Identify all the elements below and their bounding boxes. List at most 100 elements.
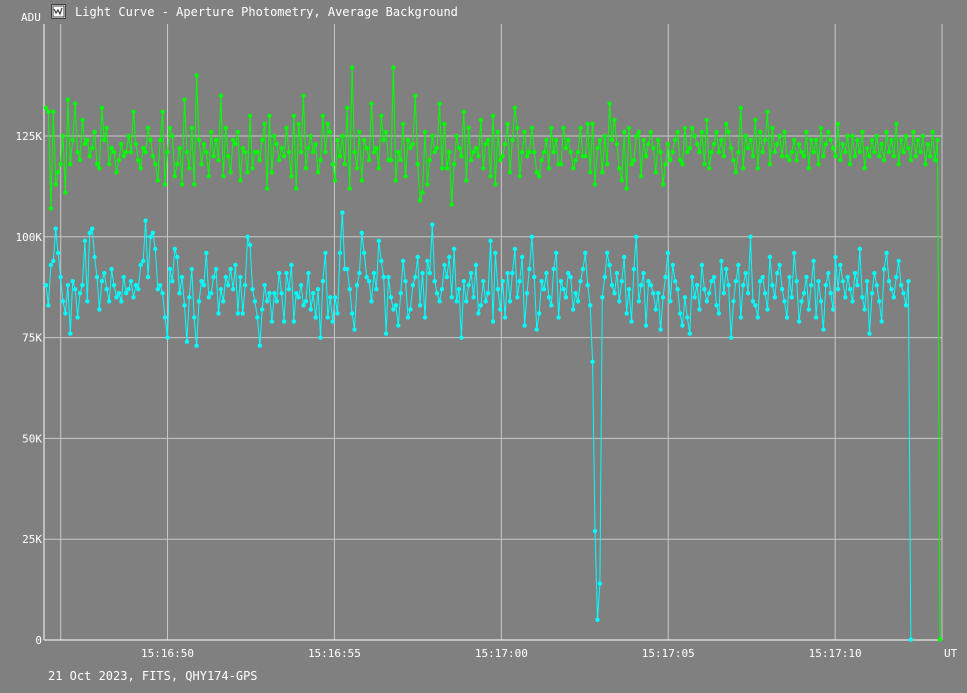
series-2-point (252, 299, 258, 304)
series-2-point (702, 287, 707, 292)
series-1-point (724, 121, 729, 127)
series-1-point (437, 101, 442, 106)
series-2-point (838, 262, 843, 268)
series-2-point (898, 283, 904, 288)
series-2-point (60, 299, 66, 304)
series-2-point (889, 287, 894, 292)
series-2-point (444, 274, 449, 280)
series-2-point (527, 266, 532, 272)
series-1-point (133, 141, 139, 147)
series-1-point (510, 137, 515, 143)
series-1-point (925, 141, 931, 147)
series-1-point (393, 178, 398, 183)
series-1-point (828, 137, 833, 143)
series-2-point (578, 279, 583, 284)
series-2-point (187, 295, 192, 300)
series-1-point (371, 149, 377, 155)
series-1-point (758, 129, 763, 135)
series-2-point (291, 319, 296, 324)
series-1-point (476, 154, 481, 159)
series-1-point (731, 158, 736, 163)
series-2-point (153, 246, 158, 252)
series-2-point (400, 258, 406, 264)
series-1-point (673, 137, 678, 143)
series-1-point (233, 141, 238, 147)
series-2-point (634, 234, 639, 239)
series-1-point (597, 137, 603, 143)
series-1-point (583, 154, 588, 159)
series-1-point (670, 149, 675, 155)
series-1-point (789, 149, 794, 155)
series-1-point (546, 166, 552, 171)
series-2-point (707, 291, 712, 296)
series-2-point (434, 291, 440, 296)
series-2-point (114, 295, 119, 300)
series-1-point (753, 117, 758, 123)
series-1-point (427, 158, 432, 163)
series-2-point (656, 291, 661, 296)
series-2-point (196, 299, 202, 304)
series-2-point (826, 270, 831, 276)
series-2-point (369, 299, 374, 304)
series-2-point (456, 287, 462, 292)
series-2-point (111, 283, 117, 288)
series-2-point (490, 319, 496, 324)
series-1-point (99, 105, 105, 111)
series-2-point (223, 274, 228, 280)
y-tick-label: 100K (16, 231, 43, 244)
series-2-point (349, 311, 355, 316)
series-2-point (352, 327, 357, 332)
series-1-point (502, 141, 508, 147)
series-2-point (641, 270, 646, 276)
series-2-point (801, 291, 807, 296)
series-2-point (274, 299, 279, 304)
series-2-point (600, 295, 605, 300)
series-1-point (90, 145, 95, 151)
y-axis-label: ADU (21, 11, 41, 24)
series-1-point (230, 137, 236, 143)
series-1-point (762, 137, 768, 143)
series-2-point (46, 303, 51, 308)
window-titlebar: Light Curve - Aperture Photometry, Avera… (0, 0, 967, 24)
series-1-point (558, 162, 564, 167)
series-1-point (602, 133, 607, 139)
series-2-point (311, 291, 316, 296)
series-2-point (415, 254, 420, 260)
series-2-point (830, 307, 836, 312)
series-2-point (371, 270, 377, 276)
series-2-point (614, 270, 620, 276)
series-2-point (828, 291, 833, 296)
series-2-point (243, 283, 248, 288)
series-2-point (554, 250, 559, 256)
series-2-point (622, 254, 627, 260)
series-2-point (262, 283, 267, 288)
series-1-point (216, 158, 221, 163)
series-1-point (439, 166, 445, 171)
series-1-point (898, 137, 904, 143)
series-2-point (522, 323, 527, 328)
series-1-point (138, 166, 143, 171)
series-1-point (114, 170, 119, 175)
light-curve-app-icon[interactable] (51, 4, 66, 19)
series-1-point (165, 149, 170, 155)
series-2-point (551, 266, 556, 272)
series-1-point (128, 149, 134, 155)
series-1-point (369, 101, 374, 106)
series-2-point (451, 246, 457, 252)
series-1-point (150, 154, 156, 159)
series-2-point (731, 299, 736, 304)
series-1-point (58, 162, 63, 167)
series-1-point (869, 137, 875, 143)
series-1-point (813, 137, 819, 143)
series-1-point (160, 109, 165, 115)
series-2-point (413, 274, 418, 280)
series-1-point (631, 158, 637, 163)
series-2-point (325, 315, 330, 320)
series-1-point (94, 162, 100, 167)
series-2-point (612, 291, 617, 296)
series-2-point (765, 307, 770, 312)
series-2-point (770, 283, 775, 288)
series-1-point (352, 149, 357, 155)
series-1-point (189, 125, 194, 131)
series-2-point (277, 270, 282, 276)
